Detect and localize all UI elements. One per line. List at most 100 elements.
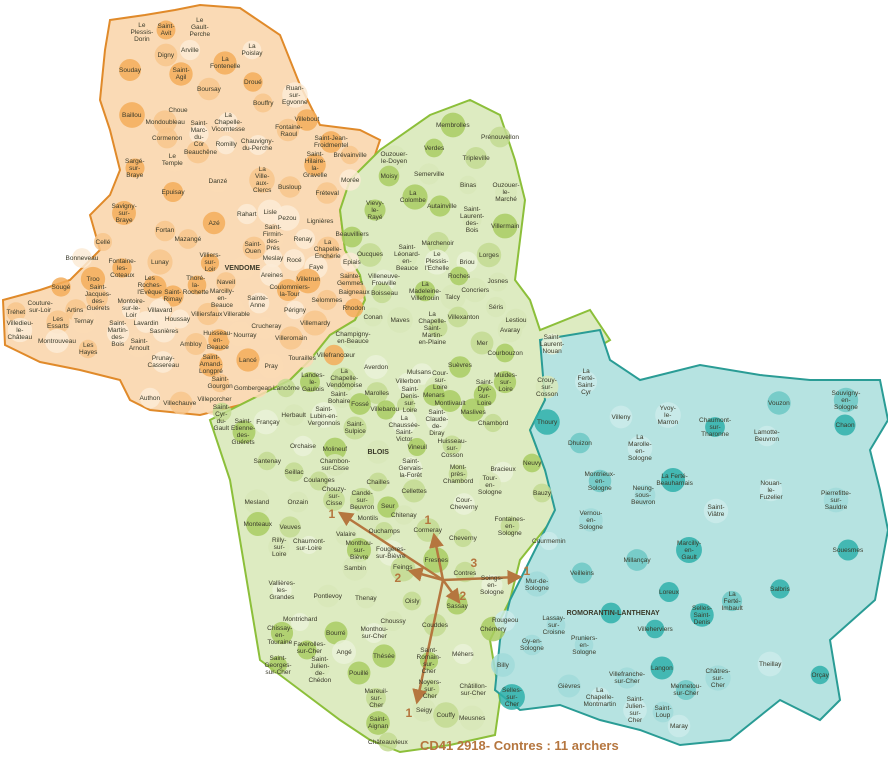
commune-area [6,302,26,322]
commune-label: Pierrefitte-sur-Sauldre [821,489,851,511]
commune-area [429,195,451,217]
commune-area [302,310,328,336]
commune-area [277,279,299,301]
commune-area [218,112,238,132]
commune-label: Azé [208,219,220,227]
commune-label: Saint-Hilaire-la-Gravelle [303,151,328,179]
commune-label: Beauvilliers [335,231,369,239]
commune-label: Theillay [759,660,782,668]
commune-area [485,296,507,318]
commune-label: Fréteval [315,189,339,197]
arrow-to-cormeray [429,532,445,581]
commune-label: Bouffry [253,99,274,107]
commune-area [756,425,778,447]
commune-area [495,343,515,363]
commune-label: Courmemin [532,537,566,545]
archer-count: 1 [405,706,413,720]
commune-area [579,508,603,532]
commune-label: Sambin [344,564,367,572]
commune-area [283,249,305,271]
commune-area [383,611,403,631]
commune-area [169,391,193,415]
archer-count: 1 [523,563,531,578]
commune-area [428,318,448,338]
commune-label: Rocé [286,256,302,264]
commune-area [156,20,176,40]
commune-label: ROMORANTIN-LANTHENAY [566,609,660,617]
commune-label: Mazangé [174,235,202,243]
commune-area [522,453,542,473]
commune-label: Muides-sur-Loire [494,371,518,393]
commune-area [355,505,381,531]
commune-area [491,653,515,677]
commune-area [248,135,268,155]
commune-label: Meslay [262,254,284,262]
commune-label: Billy [497,661,509,669]
commune-label: Souvigny-en-Sologne [831,389,861,411]
commune-label: Mer [476,339,488,347]
commune-area [571,562,593,584]
commune-area [397,248,417,268]
commune-area [340,252,360,272]
commune-area [366,382,388,404]
commune-area [377,496,399,518]
commune-label: Faverolles-sur-Cher [293,640,326,655]
commune-area [423,613,447,637]
commune-area [452,643,474,665]
commune-label: Saint-Marc-du-Cor [190,119,208,148]
commune-label: Neuvy [523,459,542,467]
commune-area [169,62,193,86]
commune-label: Dhuizon [568,439,592,447]
commune-label: Saint-Ouen [244,241,262,255]
commune-area [258,353,284,379]
commune-area [823,487,849,513]
commune-label: Moisy [380,172,398,180]
commune-area [424,249,450,275]
commune-label: Tourailles [288,354,316,362]
commune-area [655,402,681,428]
commune-label: Bourré [326,629,346,637]
commune-area [189,16,211,38]
commune-label: Souesmes [832,546,864,554]
commune-label: Chambon-sur-Cisse [320,458,351,472]
commune-label: Droué [244,78,262,86]
commune-label: Les Roches-l'Evêque [137,275,163,297]
commune-area [396,395,416,415]
commune-label: Molineuf [322,445,348,453]
commune-label: Orchaise [290,442,317,450]
commune-label: Chissay-en-Touraine [267,624,293,646]
commune-area [208,329,230,351]
commune-area [770,579,790,599]
commune-label: Pouillé [349,669,369,677]
commune-area [308,209,332,233]
commune-label: La Ferté-Saint-Cyr [577,368,595,396]
commune-label: Villerable [223,310,250,318]
commune-label: Romilly [215,141,237,149]
map-title: CD41 2918- Contres : 11 archers [420,738,619,753]
commune-area [387,307,413,333]
commune-area [243,72,263,92]
commune-area [433,702,459,728]
commune-area [86,287,108,309]
commune-label: Saint-Gourgon [207,376,233,391]
commune-area [341,326,365,350]
commune-label: Concriers [461,286,490,294]
commune-area [78,339,98,359]
commune-label: Brévainville [333,151,367,159]
commune-area [546,615,566,635]
commune-area [440,112,466,138]
commune-area [676,680,696,700]
commune-label: Prénouvellon [481,133,519,141]
commune-area [476,242,502,268]
commune-label: Saint-Firmin-des-Prés [262,224,284,252]
commune-label: Villeny [611,413,631,421]
commune-area [534,409,560,435]
commune-label: Mulsans [406,369,432,377]
commune-area [371,282,393,304]
commune-area [212,402,232,422]
commune-area [539,531,559,551]
commune-area [374,521,394,541]
commune-label: Lavardin [133,319,159,327]
commune-label: Saint-Lubin-en-Vergonnois [307,405,341,427]
commune-area [139,387,161,409]
